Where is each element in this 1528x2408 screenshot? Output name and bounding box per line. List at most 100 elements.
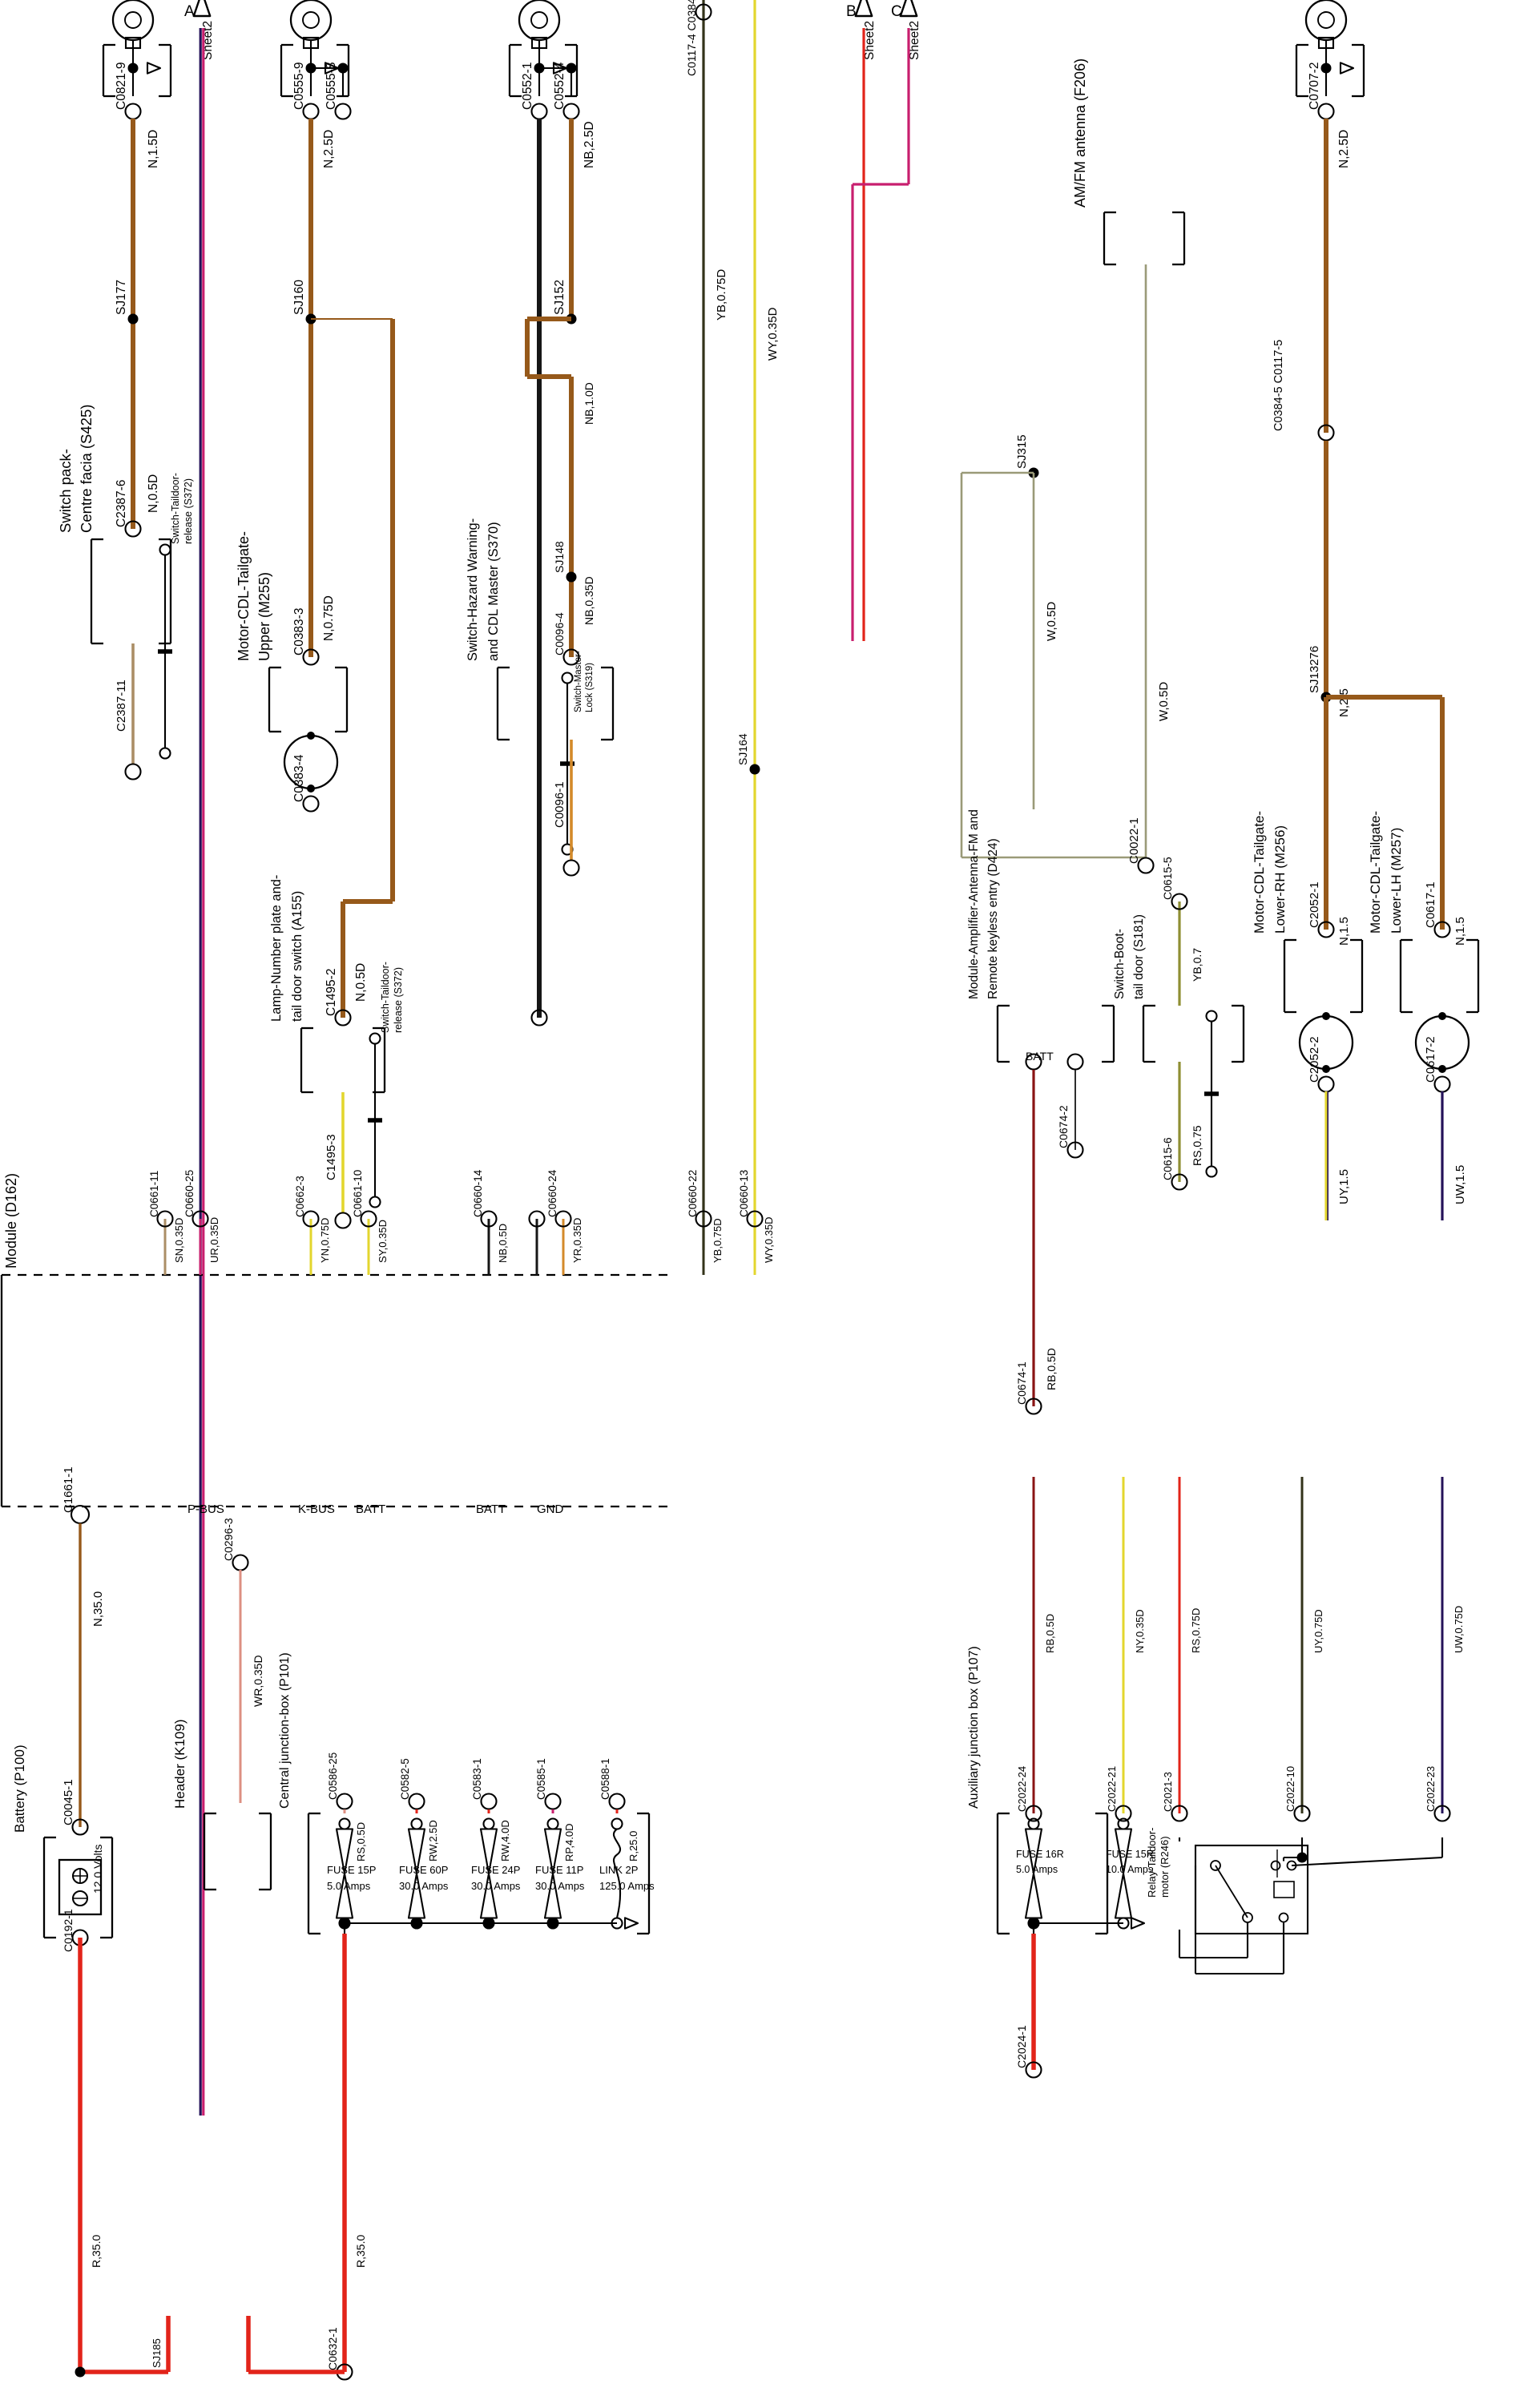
svg-text:N,0.75D: N,0.75D xyxy=(322,595,336,641)
svg-text:RS,0.75D: RS,0.75D xyxy=(1190,1608,1202,1653)
svg-text:BATT: BATT xyxy=(356,1502,385,1516)
svg-text:C0045-1: C0045-1 xyxy=(62,1779,75,1825)
svg-text:FUSE 24P: FUSE 24P xyxy=(471,1864,520,1876)
svg-text:UW,0.75D: UW,0.75D xyxy=(1453,1606,1465,1653)
svg-text:30.0 Amps: 30.0 Amps xyxy=(471,1880,521,1892)
svg-text:NB,2.5D: NB,2.5D xyxy=(583,121,596,168)
svg-text:C0661-10: C0661-10 xyxy=(352,1170,364,1217)
svg-text:RP,4.0D: RP,4.0D xyxy=(563,1824,575,1861)
svg-text:C2022-21: C2022-21 xyxy=(1106,1766,1118,1812)
svg-text:Motor-CDL-Tailgate-: Motor-CDL-Tailgate- xyxy=(236,531,252,661)
svg-text:release (S372): release (S372) xyxy=(183,478,194,544)
svg-text:C0585-1: C0585-1 xyxy=(535,1758,547,1800)
svg-text:Lamp-Number plate and-: Lamp-Number plate and- xyxy=(269,875,284,1022)
svg-text:Lock (S319): Lock (S319) xyxy=(585,663,595,712)
svg-text:FUSE 60P: FUSE 60P xyxy=(399,1864,448,1876)
svg-text:RW,2.5D: RW,2.5D xyxy=(427,1820,439,1861)
svg-text:K-BUS: K-BUS xyxy=(298,1502,335,1516)
svg-text:Upper (M255): Upper (M255) xyxy=(256,572,272,661)
svg-text:YR,0.35D: YR,0.35D xyxy=(571,1218,583,1263)
svg-text:NB,1.0D: NB,1.0D xyxy=(583,382,595,425)
svg-text:30.0 Amps: 30.0 Amps xyxy=(399,1880,449,1892)
svg-text:C0674-1: C0674-1 xyxy=(1015,1361,1028,1405)
svg-text:B: B xyxy=(846,3,857,20)
svg-text:C0383-4: C0383-4 xyxy=(292,754,306,802)
svg-text:YB,0.75D: YB,0.75D xyxy=(712,1218,724,1263)
svg-text:R,35.0: R,35.0 xyxy=(90,2235,103,2268)
svg-text:SJ160: SJ160 xyxy=(292,280,306,315)
svg-text:R,35.0: R,35.0 xyxy=(354,2235,367,2268)
svg-text:C0586-25: C0586-25 xyxy=(327,1753,339,1800)
svg-text:C0821-9: C0821-9 xyxy=(115,63,128,110)
svg-text:release (S372): release (S372) xyxy=(393,967,404,1033)
svg-text:C2387-6: C2387-6 xyxy=(115,480,128,527)
svg-text:N,35.0: N,35.0 xyxy=(91,1591,105,1627)
svg-text:N,2.5D: N,2.5D xyxy=(322,130,336,168)
svg-text:R,25.0: R,25.0 xyxy=(627,1831,639,1861)
svg-text:C2052-2: C2052-2 xyxy=(1308,1036,1321,1083)
svg-text:Switch-Taildoor-: Switch-Taildoor- xyxy=(380,962,391,1033)
svg-text:SJ148: SJ148 xyxy=(553,541,566,573)
svg-text:Remote keyless entry (D424): Remote keyless entry (D424) xyxy=(986,838,1000,999)
svg-text:C1495-2: C1495-2 xyxy=(325,969,338,1016)
svg-text:Module (D162): Module (D162) xyxy=(3,1173,19,1269)
svg-text:WY,0.35D: WY,0.35D xyxy=(766,307,780,361)
svg-text:C0192-1: C0192-1 xyxy=(62,1909,75,1952)
svg-text:Battery (P100): Battery (P100) xyxy=(12,1744,27,1833)
svg-text:C0660-13: C0660-13 xyxy=(738,1170,750,1217)
svg-text:C0096-1: C0096-1 xyxy=(553,781,566,828)
svg-text:C0661-11: C0661-11 xyxy=(148,1171,160,1217)
svg-text:C2021-3: C2021-3 xyxy=(1162,1772,1174,1812)
svg-text:C2387-11: C2387-11 xyxy=(115,680,128,732)
svg-text:SJ152: SJ152 xyxy=(553,280,566,315)
svg-text:N,0.5D: N,0.5D xyxy=(354,963,368,1002)
svg-text:N,1.5D: N,1.5D xyxy=(147,130,160,168)
svg-text:SJ315: SJ315 xyxy=(1015,434,1029,469)
svg-text:12.0 Volts: 12.0 Volts xyxy=(91,1845,104,1894)
svg-text:SJ13276: SJ13276 xyxy=(1308,646,1321,693)
svg-text:Module-Amplifier-Antenna-FM an: Module-Amplifier-Antenna-FM and xyxy=(967,809,981,999)
svg-text:C0552-4: C0552-4 xyxy=(553,62,566,110)
svg-text:A: A xyxy=(184,3,195,20)
svg-text:tail door (S181): tail door (S181) xyxy=(1132,914,1146,999)
svg-text:C2022-23: C2022-23 xyxy=(1425,1766,1437,1812)
svg-text:5.0 Amps: 5.0 Amps xyxy=(1016,1864,1058,1875)
svg-text:Switch-Master-: Switch-Master- xyxy=(574,651,583,712)
svg-text:N,0.5D: N,0.5D xyxy=(147,474,160,513)
svg-text:Centre facia (S425): Centre facia (S425) xyxy=(78,405,95,533)
svg-text:UW,1.5: UW,1.5 xyxy=(1453,1165,1467,1204)
svg-text:125.0 Amps: 125.0 Amps xyxy=(599,1880,655,1892)
svg-text:C0383-3: C0383-3 xyxy=(292,608,306,655)
svg-text:YB,0.7: YB,0.7 xyxy=(1191,948,1203,982)
svg-text:C0660-22: C0660-22 xyxy=(687,1170,699,1217)
svg-text:C0632-1: C0632-1 xyxy=(326,2327,339,2370)
svg-text:C0617-2: C0617-2 xyxy=(1424,1036,1437,1083)
svg-text:UY,1.5: UY,1.5 xyxy=(1337,1169,1351,1204)
svg-text:C0660-25: C0660-25 xyxy=(183,1170,196,1217)
svg-text:C1661-1: C1661-1 xyxy=(62,1466,75,1513)
svg-text:Switch-Taildoor-: Switch-Taildoor- xyxy=(170,473,181,544)
svg-text:tail door switch (A155): tail door switch (A155) xyxy=(290,891,304,1022)
svg-text:N,1.5: N,1.5 xyxy=(1453,917,1467,946)
svg-text:C0384-5 C0117-5: C0384-5 C0117-5 xyxy=(1272,340,1285,431)
svg-text:SN,0.35D: SN,0.35D xyxy=(173,1218,185,1263)
svg-text:C1495-3: C1495-3 xyxy=(325,1134,338,1180)
svg-text:NY,0.35D: NY,0.35D xyxy=(1134,1609,1146,1653)
svg-text:C0096-4: C0096-4 xyxy=(553,612,566,655)
svg-text:P-BUS: P-BUS xyxy=(187,1502,224,1516)
svg-text:C0552-1: C0552-1 xyxy=(521,63,534,110)
svg-text:RB,0.5D: RB,0.5D xyxy=(1045,1348,1058,1390)
svg-text:SJ177: SJ177 xyxy=(115,280,128,315)
svg-text:SJ185: SJ185 xyxy=(151,2338,163,2368)
svg-text:WR,0.35D: WR,0.35D xyxy=(252,1655,264,1707)
svg-text:Central junction-box (P101): Central junction-box (P101) xyxy=(278,1652,292,1809)
svg-text:C0296-3: C0296-3 xyxy=(222,1518,235,1561)
svg-text:5.0 Amps: 5.0 Amps xyxy=(327,1880,371,1892)
svg-text:UR,0.35D: UR,0.35D xyxy=(208,1217,220,1263)
svg-text:NB,0.35D: NB,0.35D xyxy=(583,576,595,625)
svg-text:Lower-LH (M257): Lower-LH (M257) xyxy=(1389,828,1404,934)
svg-text:Motor-CDL-Tailgate-: Motor-CDL-Tailgate- xyxy=(1368,811,1383,934)
svg-text:LINK 2P: LINK 2P xyxy=(599,1864,638,1876)
svg-text:NB,0.5D: NB,0.5D xyxy=(497,1224,509,1263)
svg-text:BATT: BATT xyxy=(1026,1050,1054,1063)
